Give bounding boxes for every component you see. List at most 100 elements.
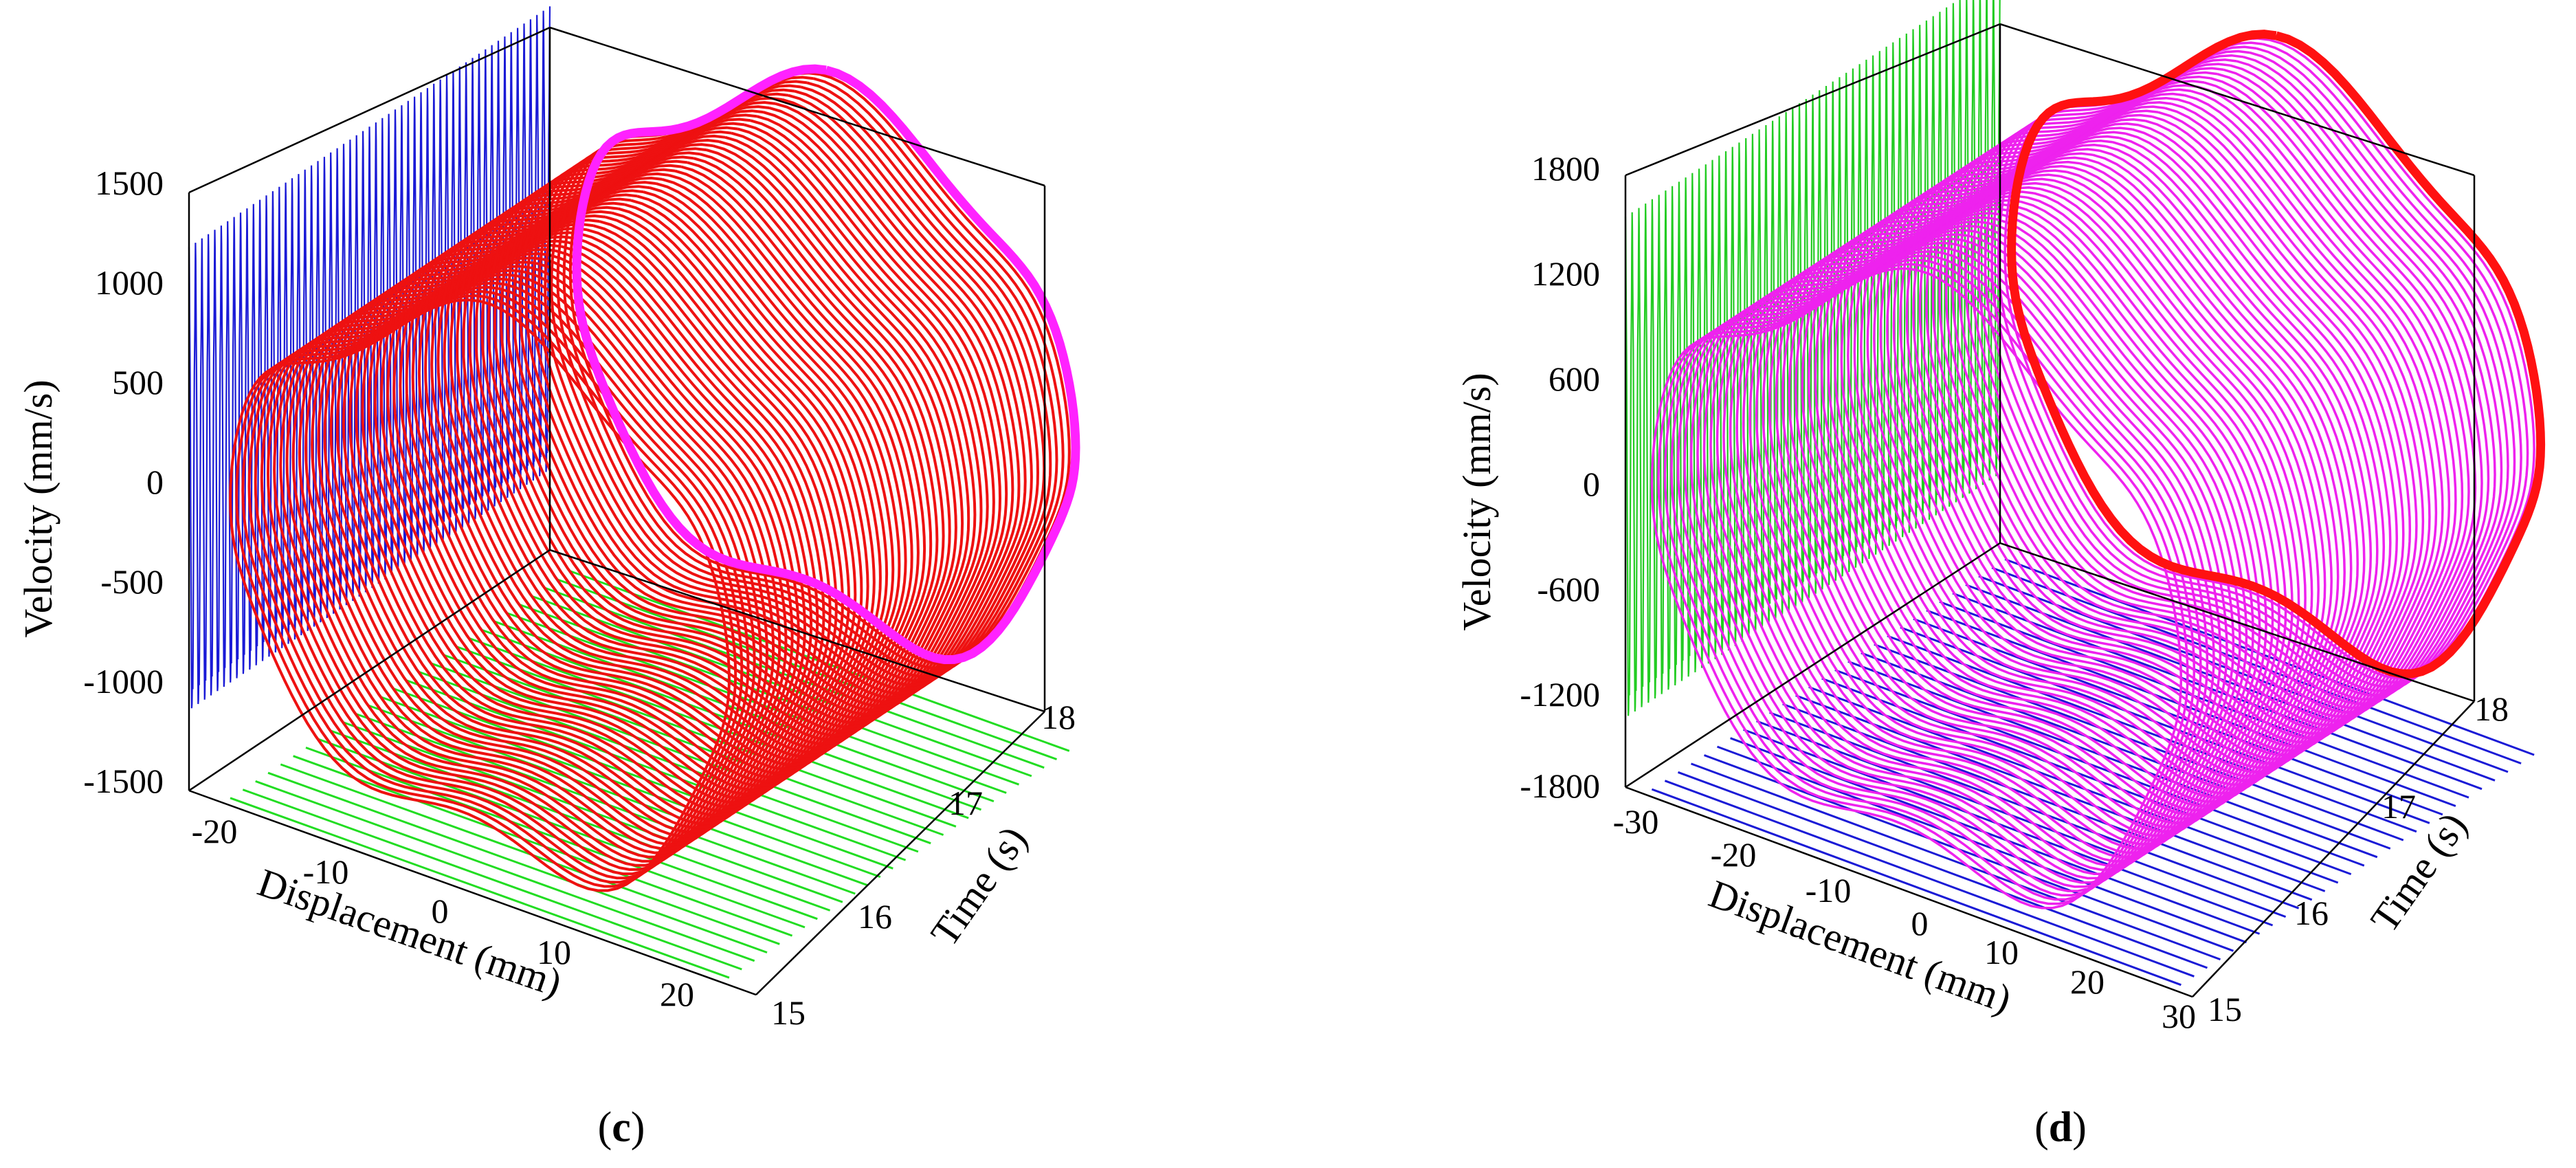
x-tick: 20	[660, 975, 694, 1013]
panel-caption: (c)	[598, 1104, 645, 1151]
trajectory-loop	[531, 96, 1033, 691]
velocity-time-projection	[1624, 0, 2001, 716]
x-tick: -10	[1806, 871, 1852, 910]
t-tick: 16	[2294, 894, 2329, 932]
trajectory-loop	[524, 100, 1027, 695]
trajectory-loop	[367, 206, 869, 800]
y-tick: 1200	[1531, 254, 1600, 293]
trajectory-loop	[487, 126, 989, 720]
trajectory-loop	[1775, 186, 2307, 828]
y-axis-label: Velocity (mm/s)	[1454, 373, 1499, 630]
trajectory-loop	[1977, 54, 2509, 696]
y-tick: 0	[146, 463, 164, 501]
trajectory-loop	[1866, 126, 2399, 769]
t-axis-label: Time (s)	[922, 818, 1036, 954]
trajectory-loop	[1886, 113, 2418, 756]
trajectory-loop	[1925, 88, 2457, 731]
trajectory-loop	[1788, 177, 2320, 820]
trajectory-loop	[1670, 254, 2202, 896]
trajectory-loop	[1748, 203, 2280, 846]
trajectory-loop	[323, 235, 825, 829]
displacement-time-projection	[1756, 720, 2287, 918]
trajectory-loop	[1729, 216, 2261, 859]
x-tick: 10	[1984, 933, 2019, 971]
trajectory-loop	[430, 164, 933, 758]
trajectory-loop	[1984, 49, 2516, 692]
x-tick: 0	[1911, 904, 1929, 943]
y-tick: 1800	[1531, 149, 1600, 188]
y-tick-labels: 1500 1000 500 0 -500 -1000 -1500	[83, 164, 164, 800]
displacement-time-projection	[242, 789, 742, 971]
steady-state-orbit	[2007, 30, 2546, 679]
trajectory-loop	[1879, 118, 2412, 760]
trajectory-loop	[235, 294, 737, 888]
trajectory-loop	[1657, 263, 2189, 905]
trajectory-loop	[1834, 148, 2366, 791]
trajectory-loop	[1951, 71, 2483, 714]
y-tick: -600	[1537, 570, 1600, 608]
trajectory-loop	[329, 231, 832, 825]
y-tick: 500	[112, 363, 164, 401]
trajectory-loop	[386, 193, 889, 787]
trajectory-loop	[1990, 45, 2522, 688]
trajectory-loop	[241, 289, 744, 884]
trajectory-loop	[1905, 101, 2438, 743]
t-tick: 15	[771, 993, 806, 1032]
trajectory-loops	[1650, 30, 2546, 910]
x-tick: -10	[303, 852, 349, 891]
displacement-time-projection	[1651, 788, 2181, 987]
t-tick: 18	[2474, 690, 2509, 728]
trajectory-loop	[266, 273, 769, 867]
trajectory-loop	[455, 147, 957, 741]
trajectory-loop	[1762, 195, 2294, 837]
time-tick-labels: 15 16 17 18	[771, 698, 1076, 1032]
displacement-time-projection	[1861, 652, 2391, 850]
displacement-time-projection	[1847, 660, 2378, 859]
trajectory-loop	[1801, 169, 2333, 812]
trajectory-loop	[405, 181, 907, 775]
displacement-time-projection	[1743, 728, 2274, 927]
trajectory-loop	[247, 285, 750, 880]
trajectory-loop	[443, 155, 945, 749]
trajectory-loop	[298, 252, 800, 846]
t-axis-label: Time (s)	[2362, 804, 2476, 940]
trajectory-loop	[379, 197, 882, 791]
t-tick: 15	[2208, 990, 2242, 1028]
trajectory-loops	[228, 64, 1080, 892]
trajectory-loop	[1827, 152, 2359, 795]
x-tick: 20	[2070, 962, 2105, 1001]
trajectory-loop	[1957, 67, 2490, 709]
trajectory-loop	[1873, 122, 2405, 764]
trajectory-loop	[411, 176, 913, 771]
trajectory-loop	[1840, 144, 2373, 786]
x-tick-labels: -20 -10 0 10 20	[192, 812, 694, 1013]
trajectory-loop	[544, 88, 1046, 683]
trajectory-loop	[1814, 160, 2346, 803]
displacement-time-projection	[1795, 694, 2326, 892]
displacement-time-projection	[1821, 677, 2352, 876]
displacement-time-projection	[1874, 643, 2404, 841]
trajectory-loop	[462, 143, 964, 737]
trajectory-loop	[1781, 181, 2313, 824]
steady-state-orbit	[572, 64, 1080, 665]
axes-box	[188, 26, 1046, 996]
trajectory-loop	[361, 210, 863, 804]
displacement-time-projection	[1782, 703, 2313, 901]
wall-projection-lines	[1624, 0, 2001, 716]
trajectory-loop	[436, 159, 939, 753]
trajectory-loop	[1794, 173, 2327, 816]
panel-caption: (d)	[2034, 1104, 2087, 1151]
trajectory-loop	[537, 92, 1040, 687]
t-tick: 18	[1041, 698, 1076, 736]
displacement-time-projection	[1730, 737, 2261, 935]
displacement-time-projection	[267, 771, 768, 954]
displacement-time-projection	[1703, 754, 2234, 952]
displacement-time-projection	[1716, 745, 2247, 944]
trajectory-loop	[260, 277, 762, 871]
trajectory-loop	[1768, 190, 2300, 833]
trajectory-loop	[499, 118, 1002, 712]
t-tick: 17	[2381, 787, 2416, 826]
trajectory-loop	[392, 189, 895, 783]
displacement-time-projection	[1677, 771, 2208, 969]
